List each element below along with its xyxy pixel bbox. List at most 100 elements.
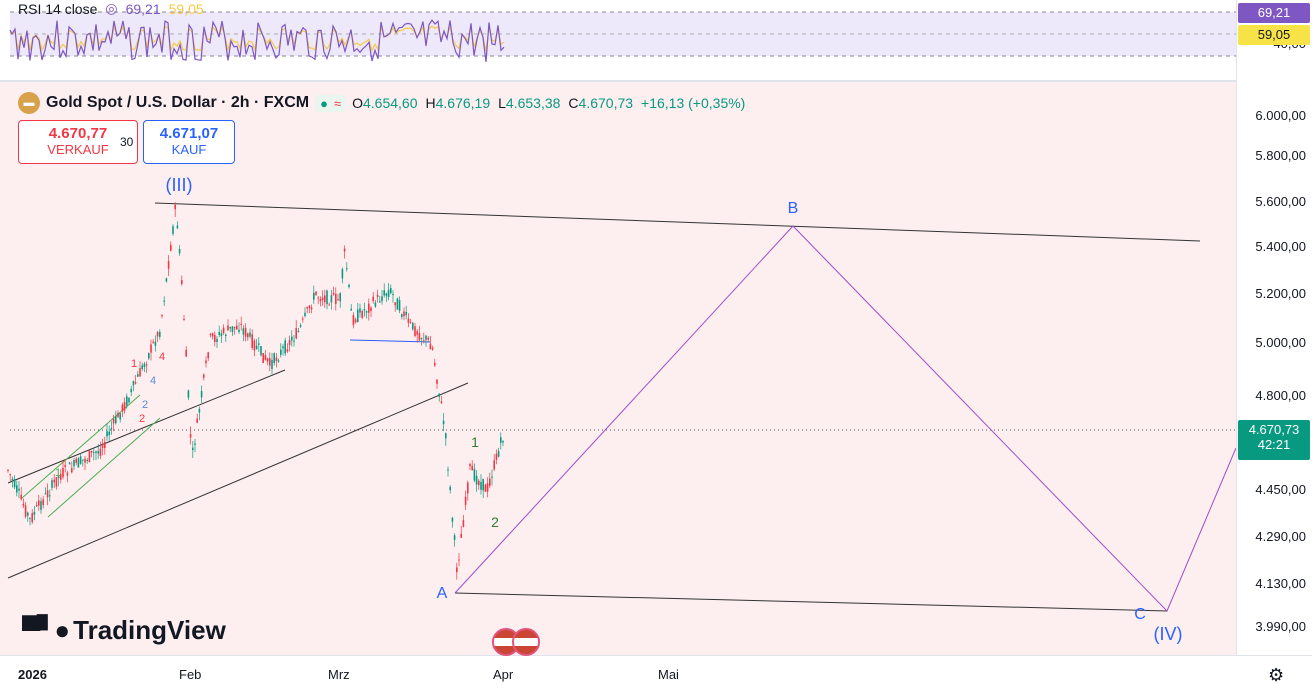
candle-body (60, 473, 62, 480)
candle-body (141, 365, 143, 370)
candle-body (152, 341, 154, 343)
chart-settings-icon[interactable]: ⚙ (1268, 665, 1285, 685)
candle-body (209, 333, 212, 335)
candle-body (286, 349, 289, 352)
candle-body (376, 294, 379, 297)
candle-body (16, 485, 18, 493)
candle-body (167, 261, 170, 269)
candle-body (156, 332, 159, 337)
candle-body (53, 479, 55, 483)
candle-body (304, 312, 306, 317)
candle-body (150, 344, 152, 353)
candle-body (277, 360, 280, 362)
market-status[interactable]: ● ≈ (315, 94, 347, 112)
price-label: 5.200,00 (1255, 286, 1306, 301)
candle-body (27, 512, 29, 516)
candle-body (119, 413, 121, 420)
rsi-settings-icon[interactable]: ◎ (105, 0, 118, 16)
candle-body (429, 343, 432, 350)
low-label: L (498, 95, 506, 111)
price-axis[interactable] (1236, 0, 1312, 655)
candle-body (478, 480, 480, 486)
candle-body (172, 226, 174, 234)
candle-body (64, 465, 66, 467)
candle-body (412, 322, 414, 330)
sell-label: VERKAUF (47, 142, 109, 157)
buy-button[interactable]: 4.671,07 KAUF (143, 120, 235, 164)
candle-body (128, 397, 130, 403)
candle-body (216, 338, 218, 342)
candle-body (44, 493, 47, 495)
candle-body (51, 480, 53, 488)
candle-body (242, 328, 245, 335)
candle-body (214, 334, 216, 343)
candle-body (458, 559, 460, 561)
candle-body (106, 431, 108, 437)
candle-body (414, 326, 416, 336)
delayed-data-icon: ≈ (333, 95, 342, 111)
candle-body (176, 225, 179, 229)
candle-body (97, 451, 99, 454)
candle-body (90, 450, 93, 453)
tradingview-logo-icon: ▀▘● (22, 615, 70, 645)
candle-body (123, 402, 126, 411)
blue-wave-label-2: 2 (142, 399, 148, 411)
wave-label-C: C (1134, 606, 1146, 623)
change-value: +16,13 (+0,35%) (641, 95, 746, 111)
sell-button[interactable]: 4.670,77 VERKAUF (18, 120, 138, 164)
pane-separator[interactable] (0, 80, 1312, 82)
price-label: 5.800,00 (1255, 148, 1306, 163)
candle-body (332, 293, 335, 295)
candle-body (240, 323, 242, 326)
candle-body (29, 517, 31, 519)
candle-body (438, 393, 440, 397)
candle-body (115, 416, 117, 424)
green-channel-lower (47, 417, 161, 518)
candle-body (471, 465, 473, 471)
blue-range-line (349, 339, 431, 343)
candle-body (159, 331, 161, 337)
candle-body (211, 333, 214, 337)
candle-body (196, 418, 198, 423)
subwave-label-2: 2 (491, 514, 499, 530)
candle-body (244, 327, 247, 337)
candle-body (403, 311, 405, 317)
rsi-label: RSI 14 close (18, 0, 98, 17)
candle-body (108, 431, 110, 436)
symbol-title[interactable]: Gold Spot / U.S. Dollar · 2h · FXCM (46, 94, 310, 111)
candle-body (418, 333, 421, 341)
us-flag-event-icon[interactable] (512, 628, 540, 656)
red-wave-label-1: 1 (131, 358, 137, 370)
main-chart-pane[interactable] (0, 82, 1236, 655)
bar-countdown: 42:21 (1257, 437, 1291, 452)
candle-body (183, 318, 185, 321)
time-axis[interactable] (0, 655, 1312, 690)
candle-body (352, 315, 355, 326)
candle-body (75, 458, 77, 463)
candle-body (280, 349, 282, 355)
tradingview-watermark: ▀▘● TradingView (22, 615, 226, 646)
current-price: 4.670,73 (1248, 422, 1300, 437)
candle-body (148, 353, 150, 359)
candle-body (269, 358, 271, 366)
price-label: 5.400,00 (1255, 239, 1306, 254)
candle-body (480, 481, 482, 490)
candle-body (493, 460, 495, 470)
candle-body (139, 368, 141, 377)
high-label: H (425, 95, 436, 111)
candle-body (187, 390, 190, 398)
time-label: Feb (179, 667, 202, 682)
candle-body (374, 302, 377, 307)
candle-body (271, 359, 273, 369)
close-label: C (568, 95, 579, 111)
candle-body (440, 401, 443, 404)
rsi-ma-value: 59,05 (168, 0, 204, 17)
rsi-band (10, 12, 1236, 56)
candle-body (365, 311, 368, 313)
candle-body (308, 305, 311, 309)
candle-body (392, 293, 394, 296)
candle-body (174, 204, 176, 210)
candle-body (491, 476, 493, 478)
